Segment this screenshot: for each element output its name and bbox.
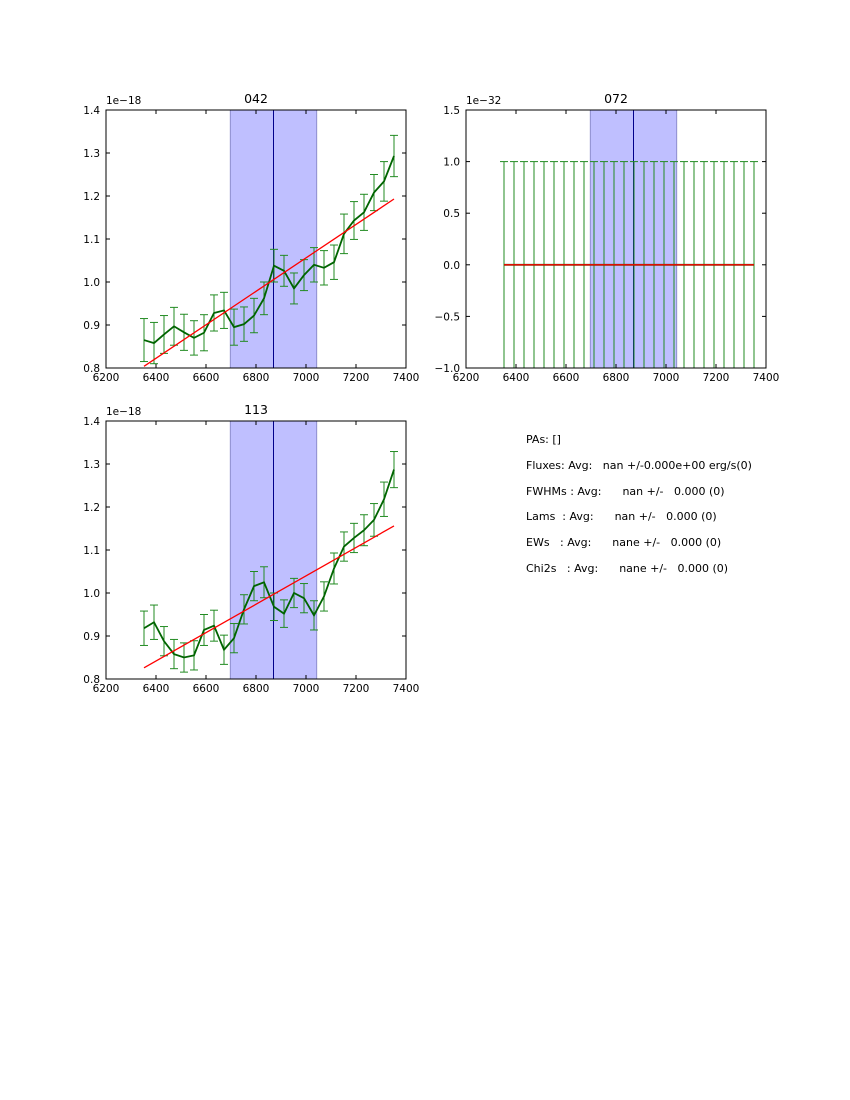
chart-042-title: 042 xyxy=(244,91,268,106)
chart-113-xtick-label: 6400 xyxy=(143,683,170,695)
fit-statistics-panel: PAs: [] Fluxes: Avg: nan +/-0.000e+00 er… xyxy=(526,432,826,587)
lams-line: Lams : Avg: nan +/- 0.000 (0) xyxy=(526,510,717,524)
chart-072-ytick-label: −0.5 xyxy=(435,311,461,323)
ews-line: EWs : Avg: nane +/- 0.000 (0) xyxy=(526,536,722,550)
fluxes-line: Fluxes: Avg: nan +/-0.000e+00 erg/s(0) xyxy=(526,458,752,472)
chart-072-plot-area xyxy=(500,110,758,368)
chart-072-offset-text: 1e−32 xyxy=(466,95,501,107)
chart-113-ytick-label: 1.0 xyxy=(83,588,100,600)
chart-113-xtick-label: 6800 xyxy=(243,683,270,695)
chart-042-xtick-label: 6400 xyxy=(143,372,170,384)
chart-072-xtick-label: 6200 xyxy=(453,372,480,384)
chart-072-ytick-label: 1.0 xyxy=(443,157,460,169)
chart-042-xtick-label: 6200 xyxy=(93,372,120,384)
chart-042-plot-area xyxy=(140,110,398,368)
chart-072-xtick-label: 7400 xyxy=(753,372,780,384)
chart-113-ytick-label: 0.9 xyxy=(83,631,100,643)
chart-072-ytick-label: 1.5 xyxy=(443,105,460,117)
chart-042: 6200 6400 6600 6800 7000 7200 7400 0.8 0.9 1.0 1.1… xyxy=(83,91,419,384)
chart-042-ytick-label: 1.2 xyxy=(83,191,100,203)
chart-113-ytick-label: 1.1 xyxy=(83,545,100,557)
chart-113-offset-text: 1e−18 xyxy=(106,406,141,418)
chart-113-xtick-label: 6200 xyxy=(93,683,120,695)
chart-042-xtick-label: 6600 xyxy=(193,372,220,384)
chart-042-ytick-label: 0.8 xyxy=(83,363,100,375)
chart-042-xtick-label: 6800 xyxy=(243,372,270,384)
chart-113-ytick-label: 0.8 xyxy=(83,674,100,686)
chart-042-ytick-label: 0.9 xyxy=(83,320,100,332)
chart-113-data-series xyxy=(143,469,395,659)
chi2s-line: Chi2s : Avg: nane +/- 0.000 (0) xyxy=(526,561,729,575)
chart-113-ytick-label: 1.2 xyxy=(83,502,100,514)
chart-113-xtick-label: 7200 xyxy=(343,683,370,695)
chart-113-xtick-label: 7400 xyxy=(393,683,420,695)
chart-042-ytick-label: 1.1 xyxy=(83,234,100,246)
chart-042-xtick-label: 7000 xyxy=(293,372,320,384)
chart-072-xtick-label: 6800 xyxy=(603,372,630,384)
chart-042-ytick-label: 1.3 xyxy=(83,148,100,160)
chart-072-xtick-label: 6600 xyxy=(553,372,580,384)
chart-113: 6200 6400 6600 6800 7000 7200 7400 0.8 0.9 1.0 1.1… xyxy=(83,402,419,695)
chart-042-offset-text: 1e−18 xyxy=(106,95,141,107)
chart-072-ytick-label: 0.0 xyxy=(443,260,460,272)
chart-113-xtick-label: 6600 xyxy=(193,683,220,695)
chart-113-ytick-label: 1.3 xyxy=(83,459,100,471)
chart-113-fit-line xyxy=(143,525,395,669)
chart-072-xtick-label: 6400 xyxy=(503,372,530,384)
chart-042-ytick-label: 1.0 xyxy=(83,277,100,289)
chart-072: 6200 6400 6600 6800 7000 7200 7400 −1.0 −0.5 0.0 0… xyxy=(435,91,780,384)
chart-113-plot-area xyxy=(140,421,398,679)
chart-042-xtick-label: 7400 xyxy=(393,372,420,384)
pas-line: PAs: [] xyxy=(526,433,561,446)
chart-113-title: 113 xyxy=(244,402,268,417)
chart-072-xtick-label: 7000 xyxy=(653,372,680,384)
chart-042-ytick-label: 1.4 xyxy=(83,105,100,117)
chart-113-ytick-label: 1.4 xyxy=(83,416,100,428)
chart-042-xtick-label: 7200 xyxy=(343,372,370,384)
chart-072-ytick-label: 0.5 xyxy=(443,208,460,220)
fwhms-line: FWHMs : Avg: nan +/- 0.000 (0) xyxy=(526,484,725,498)
chart-042-fit-line xyxy=(143,198,395,367)
chart-072-title: 072 xyxy=(604,91,628,106)
chart-072-ytick-label: −1.0 xyxy=(435,363,461,375)
chart-113-xtick-label: 7000 xyxy=(293,683,320,695)
chart-072-xtick-label: 7200 xyxy=(703,372,730,384)
